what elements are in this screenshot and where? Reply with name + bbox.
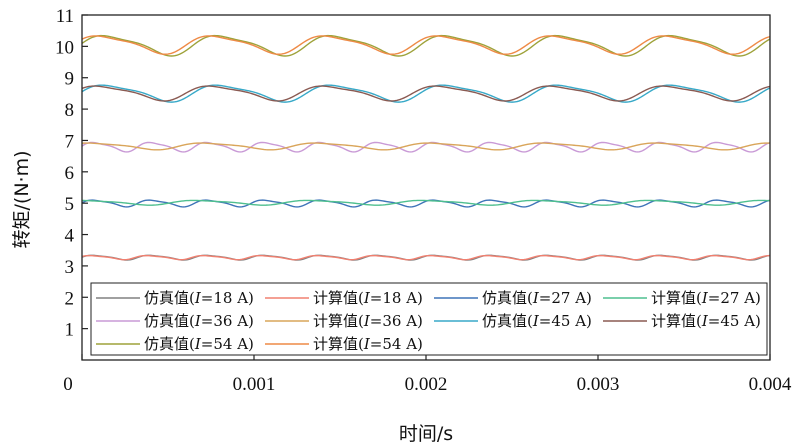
legend-entry-label: 仿真值(I=18 A) bbox=[144, 289, 254, 307]
series-line bbox=[81, 34, 771, 57]
series-line bbox=[81, 254, 771, 261]
legend: 仿真值(I=18 A) 计算值(I=18 A) 仿真值(I=27 A) 计算值(I=2… bbox=[90, 282, 768, 356]
legend-entry-label: 计算值(I=27 A) bbox=[651, 289, 761, 307]
y-tick-label: 11 bbox=[56, 6, 74, 27]
series-line bbox=[81, 199, 771, 206]
x-tick-label: 0 bbox=[63, 374, 73, 395]
y-tick-label: 10 bbox=[55, 37, 74, 58]
legend-entry-label: 计算值(I=54 A) bbox=[313, 335, 423, 353]
y-tick-label: 9 bbox=[65, 69, 75, 90]
y-tick-label: 6 bbox=[65, 163, 75, 184]
y-tick-label: 4 bbox=[65, 226, 75, 247]
y-tick-label: 1 bbox=[65, 320, 75, 341]
series-line bbox=[81, 35, 771, 55]
x-tick-label: 0.002 bbox=[405, 374, 448, 395]
x-axis-label: 时间/s bbox=[399, 423, 453, 445]
series-line bbox=[81, 84, 771, 103]
y-axis-label: 转矩/(N·m) bbox=[11, 151, 33, 249]
y-tick-label: 5 bbox=[65, 194, 75, 215]
y-tick-label: 7 bbox=[65, 131, 75, 152]
x-tick-label: 0.001 bbox=[233, 374, 276, 395]
y-axis-ticks: 1 2 3 4 5 6 7 8 9 10 11 bbox=[55, 6, 88, 341]
x-axis-ticks: 0 0.001 0.002 0.003 0.004 bbox=[63, 354, 792, 395]
legend-entry-label: 仿真值(I=36 A) bbox=[144, 312, 254, 330]
x-tick-label: 0.004 bbox=[749, 374, 792, 395]
legend-entry-label: 计算值(I=45 A) bbox=[651, 312, 761, 330]
legend-box bbox=[90, 282, 768, 356]
legend-entry-label: 仿真值(I=27 A) bbox=[482, 289, 592, 307]
series-line bbox=[81, 142, 771, 151]
legend-entry-label: 仿真值(I=54 A) bbox=[144, 335, 254, 353]
legend-entry-label: 计算值(I=36 A) bbox=[313, 312, 423, 330]
y-tick-label: 3 bbox=[65, 257, 75, 278]
legend-entry-label: 计算值(I=18 A) bbox=[313, 289, 423, 307]
series-line bbox=[81, 85, 771, 102]
series-lines bbox=[81, 34, 771, 261]
y-tick-label: 2 bbox=[65, 288, 75, 309]
y-tick-label: 8 bbox=[65, 100, 75, 121]
legend-entry-label: 仿真值(I=45 A) bbox=[482, 312, 592, 330]
x-tick-label: 0.003 bbox=[577, 374, 620, 395]
